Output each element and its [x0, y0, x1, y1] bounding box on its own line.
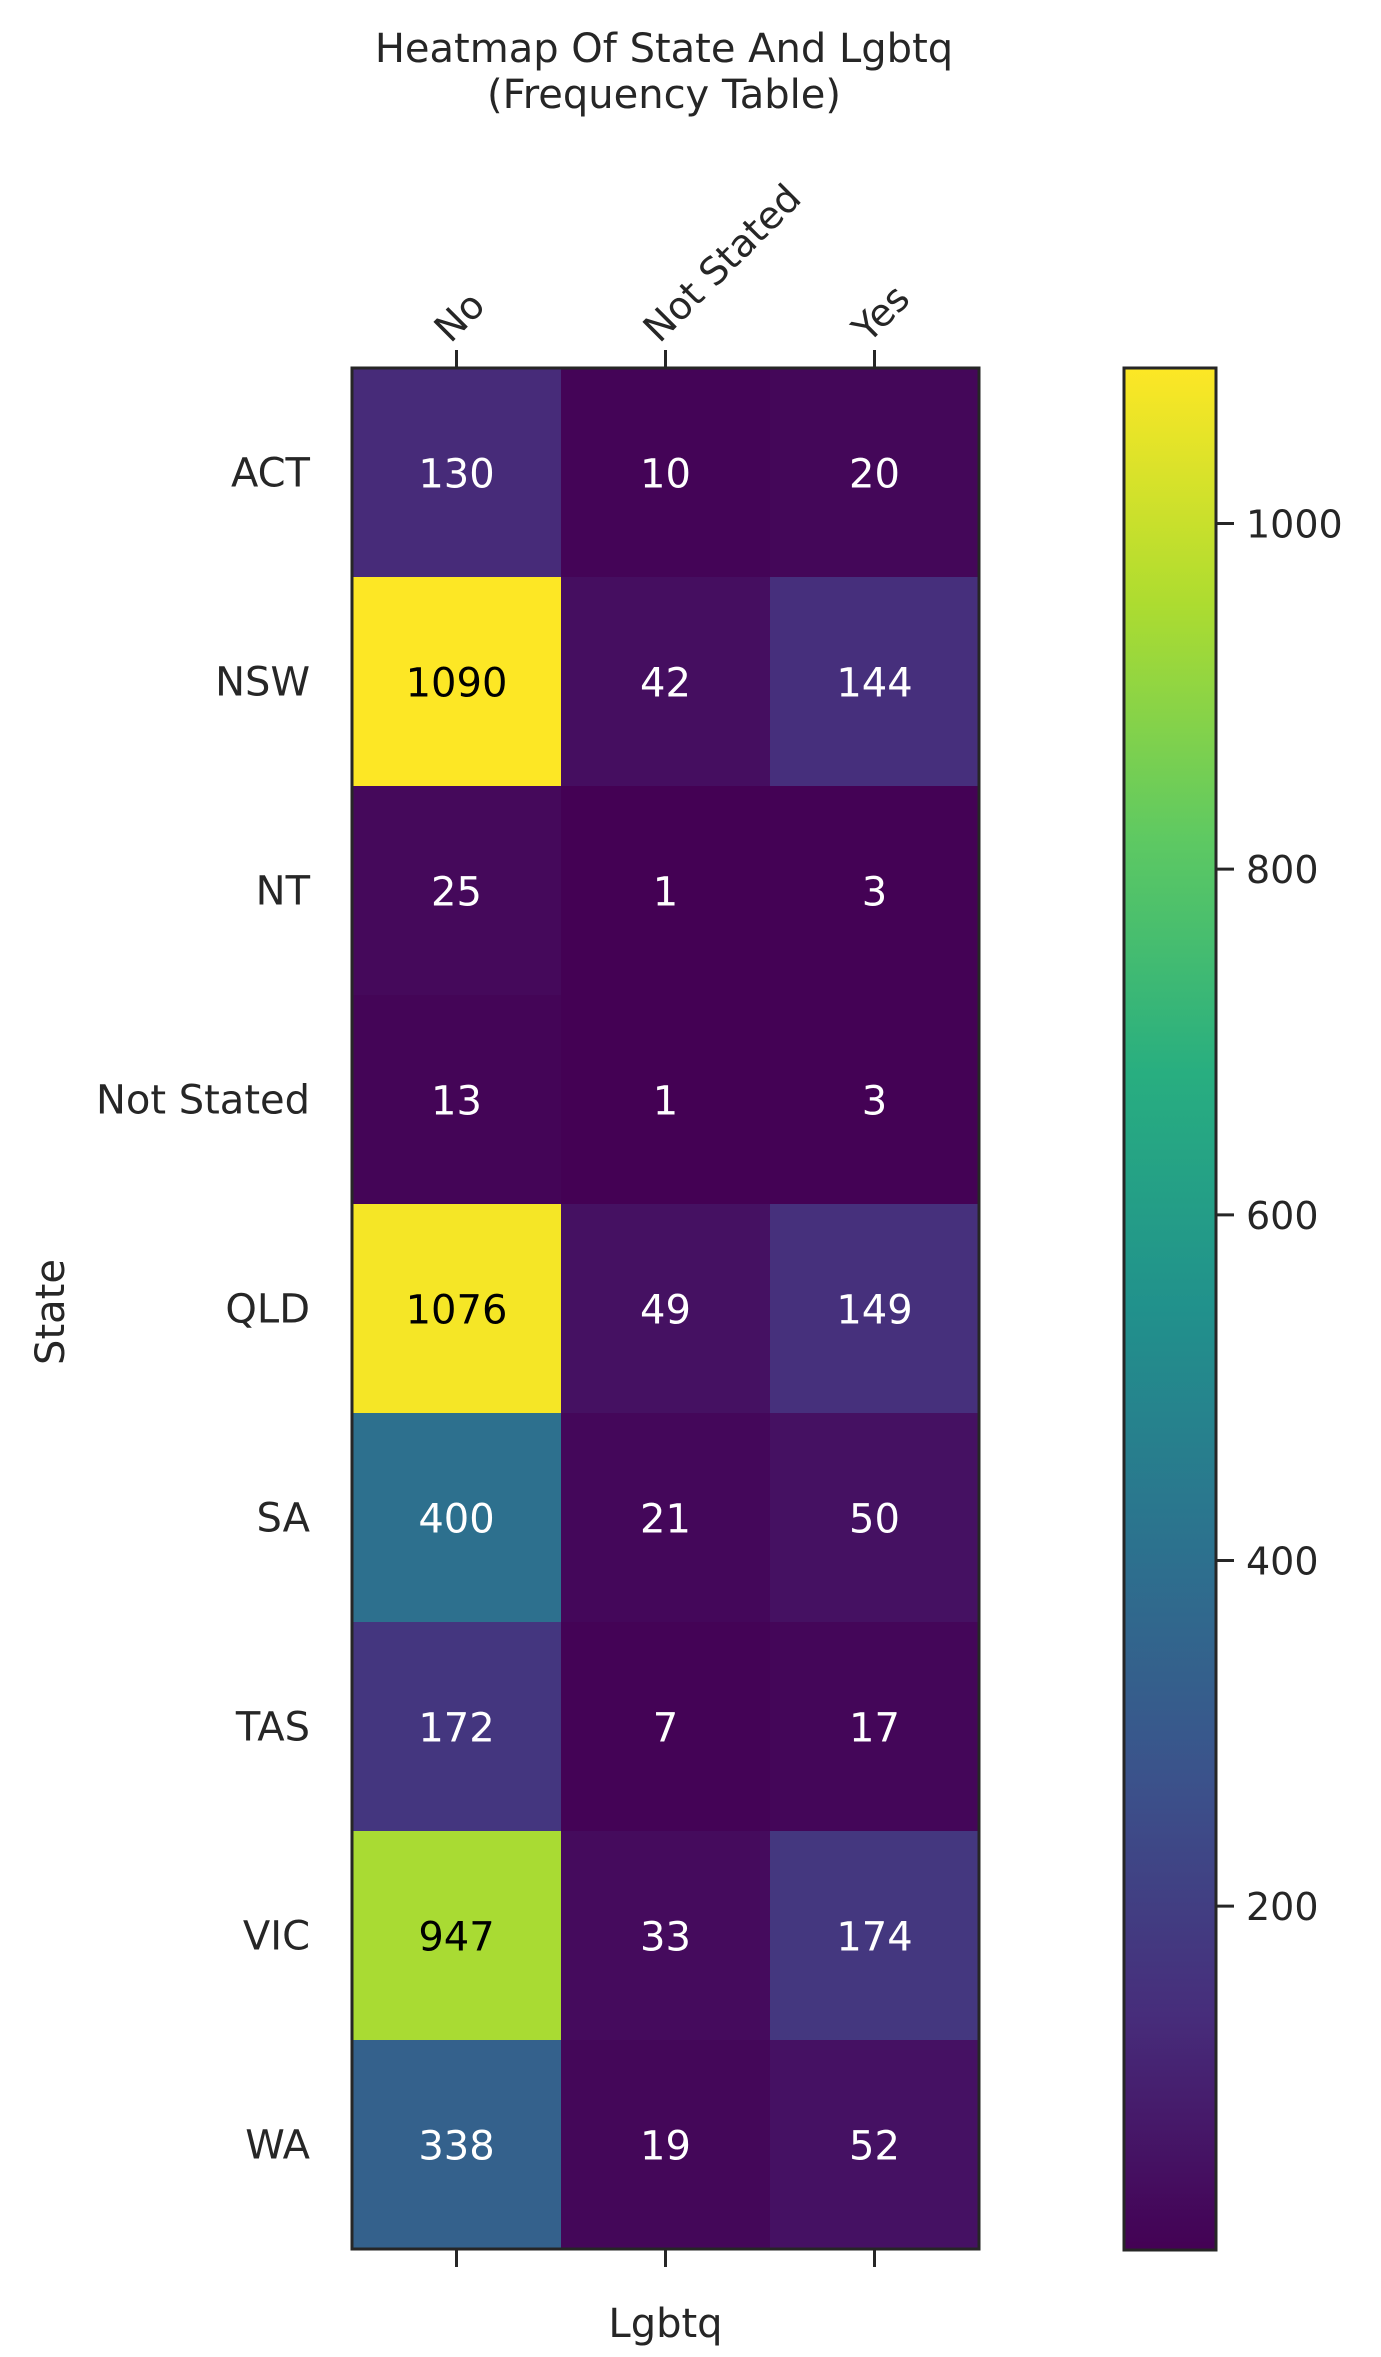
x-axis-label: Lgbtq: [608, 2301, 722, 2347]
heatmap-cell: [352, 995, 561, 1204]
cell-value-label: 947: [418, 1915, 494, 1961]
cell-value-label: 25: [431, 870, 482, 916]
heatmap-cell: [352, 1622, 561, 1831]
cell-value-label: 17: [849, 1706, 900, 1752]
cell-value-label: 49: [640, 1288, 691, 1334]
cell-value-label: 3: [862, 870, 887, 916]
heatmap-cell: [770, 1622, 979, 1831]
heatmap-cell: [352, 1831, 561, 2040]
y-tick-label: Not Stated: [96, 1078, 310, 1124]
colorbar: 200 400 600 800 1000: [1122, 366, 1343, 2252]
cell-value-label: 172: [418, 1706, 494, 1752]
cell-value-label: 1076: [406, 1288, 508, 1334]
heatmap-cell: [352, 577, 561, 786]
heatmap-cell: [561, 1831, 770, 2040]
colorbar-tick-label: 1000: [1246, 503, 1343, 547]
chart-title-line: (Frequency Table): [487, 72, 841, 118]
y-tick-label: VIC: [243, 1914, 310, 1960]
heatmap-cell: [770, 577, 979, 786]
cell-value-label: 3: [862, 1079, 887, 1125]
heatmap-cell: [770, 368, 979, 577]
heatmap-cell: [561, 2040, 770, 2249]
heatmap-cell: [352, 2040, 561, 2249]
chart-title-line: Heatmap Of State And Lgbtq: [375, 26, 953, 72]
cell-value-label: 1090: [406, 661, 508, 707]
heatmap-cell: [561, 1204, 770, 1413]
y-tick-label: QLD: [225, 1287, 310, 1333]
y-tick-label: SA: [257, 1496, 311, 1542]
x-tick-label: No: [426, 283, 494, 351]
cell-value-label: 42: [640, 661, 691, 707]
cell-value-label: 1: [653, 1079, 678, 1125]
cell-value-label: 338: [418, 2124, 494, 2170]
cell-value-label: 400: [418, 1497, 494, 1543]
heatmap-cell: [770, 786, 979, 995]
heatmap-cell: [352, 1204, 561, 1413]
y-axis-label: State: [28, 1259, 74, 1365]
cell-value-label: 174: [836, 1915, 912, 1961]
heatmap-cell: [561, 368, 770, 577]
heatmap-cells: [352, 368, 979, 2249]
heatmap-cell: [561, 1622, 770, 1831]
heatmap-cell: [770, 1204, 979, 1413]
heatmap-cell: [352, 1413, 561, 1622]
cell-value-label: 1: [653, 870, 678, 916]
heatmap-cell: [770, 2040, 979, 2249]
colorbar-gradient: [1124, 368, 1216, 2250]
cell-value-label: 7: [653, 1706, 678, 1752]
colorbar-tick-label: 600: [1246, 1194, 1319, 1238]
colorbar-tick-label: 400: [1246, 1539, 1319, 1583]
cell-value-label: 50: [849, 1497, 900, 1543]
y-axis: ACT NSW NT Not Stated QLD SA TAS VIC WA State: [28, 451, 311, 2169]
cell-value-label: 20: [849, 452, 900, 498]
y-tick-label: TAS: [235, 1705, 310, 1751]
y-tick-label: NT: [256, 869, 311, 915]
cell-value-label: 144: [836, 661, 912, 707]
heatmap-cell: [561, 786, 770, 995]
heatmap-cell: [770, 1831, 979, 2040]
chart-title: Heatmap Of State And Lgbtq(Frequency Tab…: [375, 26, 953, 118]
cell-value-label: 21: [640, 1497, 691, 1543]
y-tick-label: NSW: [215, 660, 310, 706]
cell-value-label: 10: [640, 452, 691, 498]
y-tick-label: ACT: [231, 451, 311, 497]
cell-value-label: 52: [849, 2124, 900, 2170]
colorbar-tick-label: 800: [1246, 848, 1319, 892]
cell-value-label: 149: [836, 1288, 912, 1334]
y-tick-label: WA: [245, 2123, 310, 2169]
cell-value-label: 130: [418, 452, 494, 498]
heatmap-cell: [770, 1413, 979, 1622]
cell-value-label: 33: [640, 1915, 691, 1961]
heatmap-cell: [352, 786, 561, 995]
heatmap-cell: [561, 995, 770, 1204]
colorbar-tick-label: 200: [1246, 1885, 1319, 1929]
cell-value-label: 13: [431, 1079, 482, 1125]
heatmap-cell: [561, 1413, 770, 1622]
heatmap-cell: [561, 577, 770, 786]
heatmap-cell: [770, 995, 979, 1204]
cell-value-label: 19: [640, 2124, 691, 2170]
colorbar-border: [1122, 366, 1218, 2252]
x-tick-label: Yes: [843, 276, 918, 351]
x-tick-label: Not Stated: [635, 176, 810, 351]
heatmap-cell: [352, 368, 561, 577]
